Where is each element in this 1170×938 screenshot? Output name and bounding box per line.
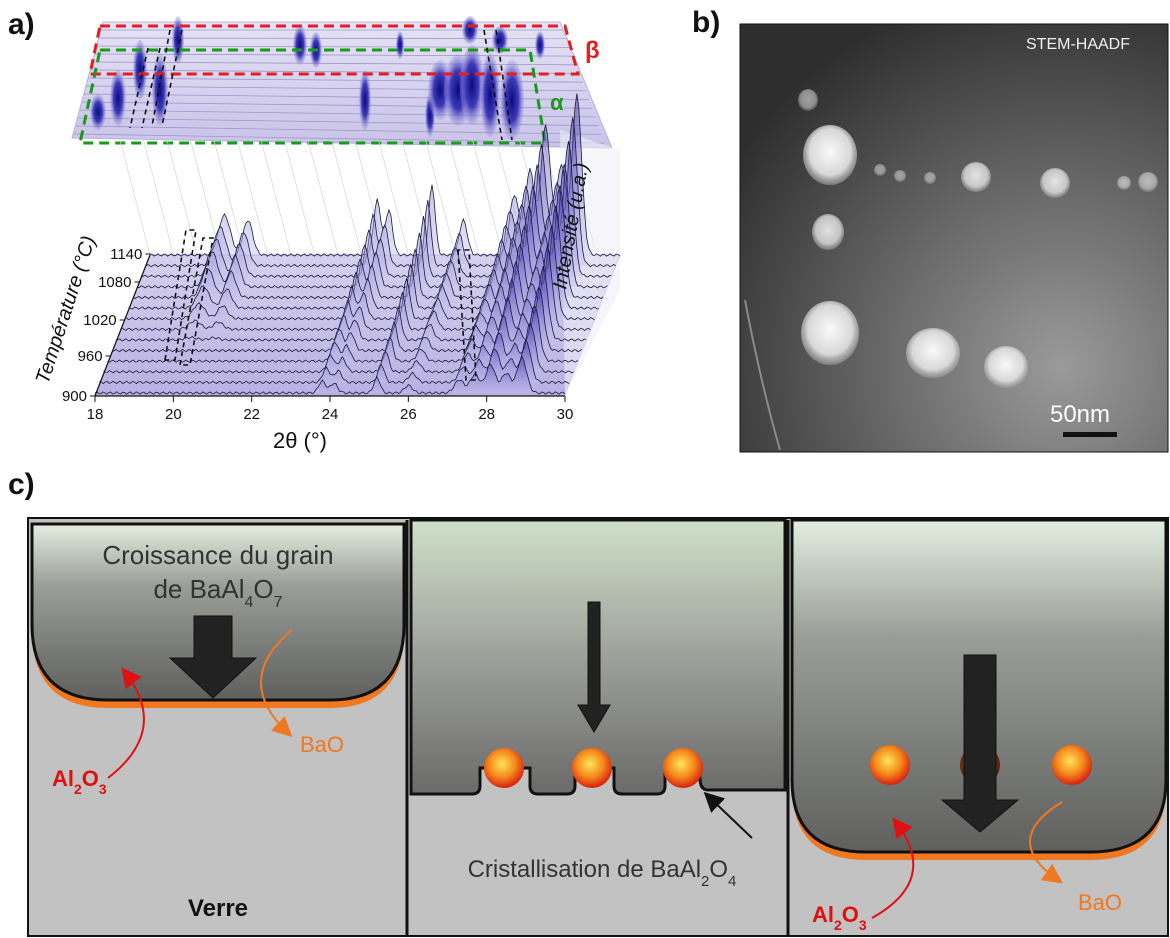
beta-phase-box <box>88 24 580 76</box>
crystallisation-arrow <box>703 791 753 839</box>
projection-line <box>331 139 362 256</box>
growth-arrow-step1 <box>168 615 258 699</box>
growth-arrow-step3 <box>940 654 1020 833</box>
al2o3-label-step1: Al2O3 <box>52 766 107 797</box>
top-plane-intensity-map <box>90 16 545 140</box>
step1-grain-growth: Croissance du grain de BaAl4O7 Al2O3 BaO… <box>30 522 406 922</box>
intensity-blob <box>152 54 168 126</box>
projection-line <box>448 139 480 256</box>
step3-continued-growth: Al2O3 BaO <box>786 518 1168 936</box>
nanoparticles <box>798 89 1158 388</box>
diffractogram-trace <box>94 355 566 395</box>
projection-line <box>425 139 456 256</box>
temperature-tick-label: 1080 <box>98 274 131 291</box>
beta-phase-label: β <box>585 37 600 64</box>
top-gridline <box>87 77 584 83</box>
panel-a-label: a) <box>8 8 35 41</box>
bao-arrow-step3 <box>1029 801 1063 884</box>
nucleus-6 <box>1052 745 1092 785</box>
projection-line <box>143 139 174 256</box>
intensity-blob <box>293 25 307 65</box>
intensity-blob <box>396 31 404 59</box>
x-axis-label: 2θ (°) <box>273 428 327 453</box>
intensity-blob <box>359 70 371 130</box>
x-axis: 18 20 22 24 26 28 30 <box>87 395 574 423</box>
panel-c-schematic: Croissance du grain de BaAl4O7 Al2O3 BaO… <box>27 517 1169 937</box>
temperature-tick-label: 1140 <box>110 246 142 263</box>
projection-line <box>260 139 292 256</box>
panel-b-label: b) <box>692 6 721 39</box>
projection-line <box>119 139 151 256</box>
intensity-blob <box>500 60 524 140</box>
projection-line <box>213 139 245 256</box>
temperature-axis: 1140 1080 1020 960 900 <box>62 246 151 405</box>
diffractogram-stack <box>94 93 621 395</box>
x-tick-label: 24 <box>322 406 339 423</box>
stem-technique-label: STEM-HAADF <box>1026 36 1130 53</box>
intensity-blob <box>535 31 545 59</box>
alpha-phase-label: α <box>550 90 564 115</box>
projection-line <box>307 139 339 256</box>
nucleus-4 <box>870 745 910 785</box>
nucleus-3 <box>663 748 703 788</box>
projection-line <box>284 139 315 256</box>
growth-arrow-step2 <box>577 601 611 733</box>
x-tick-label: 30 <box>557 406 574 423</box>
step1-title-line2: de BaAl4O7 <box>153 574 282 611</box>
intensity-blob <box>110 70 126 126</box>
temperature-tick-label: 960 <box>78 348 103 365</box>
temperature-tick-label: 1020 <box>83 312 116 329</box>
x-tick-label: 22 <box>243 406 260 423</box>
crystallisation-label: Cristallisation de BaAl2O4 <box>468 856 737 890</box>
nucleus-1 <box>484 748 524 788</box>
projection-line <box>378 139 409 256</box>
diffractogram-trace <box>99 338 570 385</box>
temperature-tick-label: 900 <box>62 388 87 405</box>
stack-dashed-tracks <box>164 229 477 381</box>
verre-label: Verre <box>188 895 248 922</box>
diffractogram-trace <box>111 286 583 353</box>
panel-b-stem-image: STEM-HAADF 50nm <box>739 23 1169 453</box>
stem-image-background <box>739 23 1169 453</box>
al2o3-arrow-step3 <box>871 817 915 919</box>
x-tick-label: 28 <box>478 406 495 423</box>
step2-nucleation: Cristallisation de BaAl2O4 <box>405 518 787 936</box>
panel-c-label: c) <box>8 468 35 501</box>
bao-arrow-step1 <box>260 629 293 738</box>
nucleus-2 <box>572 748 612 788</box>
bao-label-step3: BaO <box>1078 890 1122 915</box>
grain-boundary-line <box>744 299 781 451</box>
bao-label-step1: BaO <box>300 732 344 757</box>
intensity-blob <box>172 16 184 64</box>
step1-title-line1: Croissance du grain <box>102 540 333 570</box>
diffractogram-trace <box>107 304 578 363</box>
panel-a-xrd-3d-plot: β α 18 20 22 24 26 28 30 2θ (°) 1140 1080 1020 96… <box>32 16 621 453</box>
al2o3-arrow-step1 <box>107 667 145 779</box>
projection-line <box>237 139 268 256</box>
scale-bar <box>1063 432 1117 437</box>
intensity-blob <box>133 40 147 100</box>
intensity-blob <box>462 16 478 44</box>
al2o3-label-step3: Al2O3 <box>812 902 867 933</box>
temperature-axis-line <box>94 254 151 397</box>
projection-line <box>472 139 503 256</box>
scale-bar-label: 50nm <box>1050 401 1110 428</box>
projection-line <box>166 139 198 256</box>
x-tick-label: 20 <box>165 406 182 423</box>
projection-line <box>190 139 221 256</box>
x-tick-label: 18 <box>87 406 104 423</box>
diffractogram-trace <box>103 322 574 374</box>
diffractogram-fill <box>95 356 565 395</box>
intensity-blob <box>460 45 484 125</box>
x-tick-label: 26 <box>400 406 417 423</box>
top-dashed-tracks <box>129 29 513 141</box>
intensity-blob <box>90 94 106 130</box>
